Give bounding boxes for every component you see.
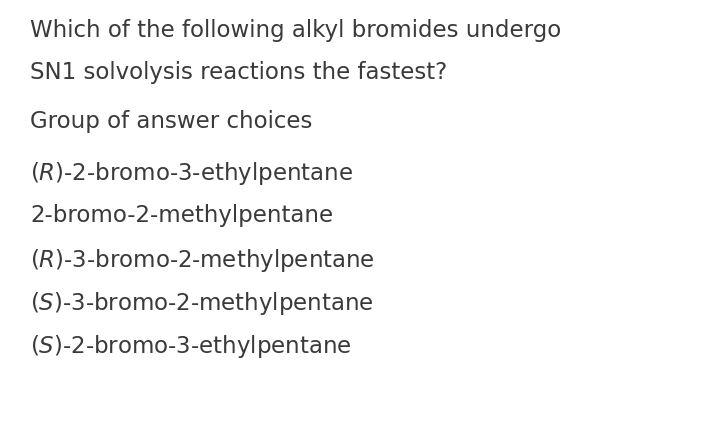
Text: $(\mathit{R})$-2-bromo-3-ethylpentane: $(\mathit{R})$-2-bromo-3-ethylpentane xyxy=(30,160,354,187)
Text: $(\mathit{S})$-2-bromo-3-ethylpentane: $(\mathit{S})$-2-bromo-3-ethylpentane xyxy=(30,333,352,360)
Text: 2-bromo-2-methylpentane: 2-bromo-2-methylpentane xyxy=(30,204,333,226)
Text: $(\mathit{S})$-3-bromo-2-methylpentane: $(\mathit{S})$-3-bromo-2-methylpentane xyxy=(30,290,374,317)
Text: Group of answer choices: Group of answer choices xyxy=(30,110,312,133)
Text: $(\mathit{R})$-3-bromo-2-methylpentane: $(\mathit{R})$-3-bromo-2-methylpentane xyxy=(30,247,375,274)
Text: SN1 solvolysis reactions the fastest?: SN1 solvolysis reactions the fastest? xyxy=(30,61,448,84)
Text: Which of the following alkyl bromides undergo: Which of the following alkyl bromides un… xyxy=(30,19,562,42)
